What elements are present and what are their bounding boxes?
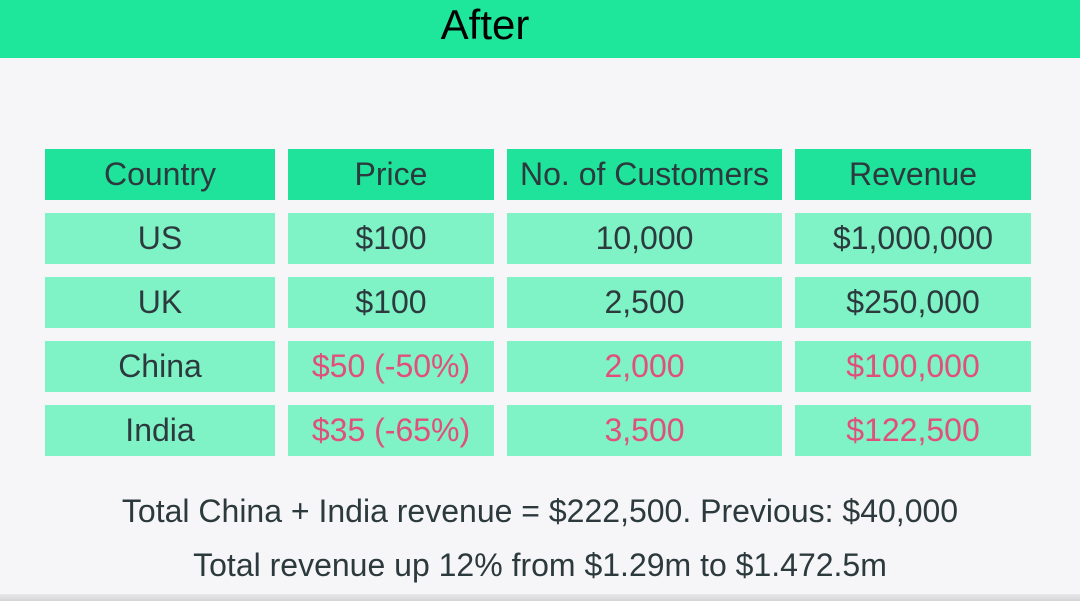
row-uk-country: UK — [45, 277, 275, 328]
header-country: Country — [45, 149, 275, 200]
row-india-price: $35 (-65%) — [288, 405, 494, 456]
row-us-revenue: $1,000,000 — [795, 213, 1031, 264]
title-bar: After — [0, 0, 1080, 58]
row-china-revenue: $100,000 — [795, 341, 1031, 392]
slide-title: After — [440, 1, 530, 48]
row-china-price: $50 (-50%) — [288, 341, 494, 392]
summary-total-revenue: Total revenue up 12% from $1.29m to $1.4… — [193, 547, 887, 583]
row-uk-price: $100 — [288, 277, 494, 328]
row-us-country: US — [45, 213, 275, 264]
header-price: Price — [288, 149, 494, 200]
header-customers: No. of Customers — [507, 149, 782, 200]
row-china-customers: 2,000 — [507, 341, 782, 392]
row-uk-revenue: $250,000 — [795, 277, 1031, 328]
row-us-customers: 10,000 — [507, 213, 782, 264]
footer-divider — [0, 594, 1080, 601]
row-china-country: China — [45, 341, 275, 392]
row-india-country: India — [45, 405, 275, 456]
summary-china-india: Total China + India revenue = $222,500. … — [121, 493, 959, 529]
row-us-price: $100 — [288, 213, 494, 264]
row-uk-customers: 2,500 — [507, 277, 782, 328]
row-india-customers: 3,500 — [507, 405, 782, 456]
row-india-revenue: $122,500 — [795, 405, 1031, 456]
header-revenue: Revenue — [795, 149, 1031, 200]
